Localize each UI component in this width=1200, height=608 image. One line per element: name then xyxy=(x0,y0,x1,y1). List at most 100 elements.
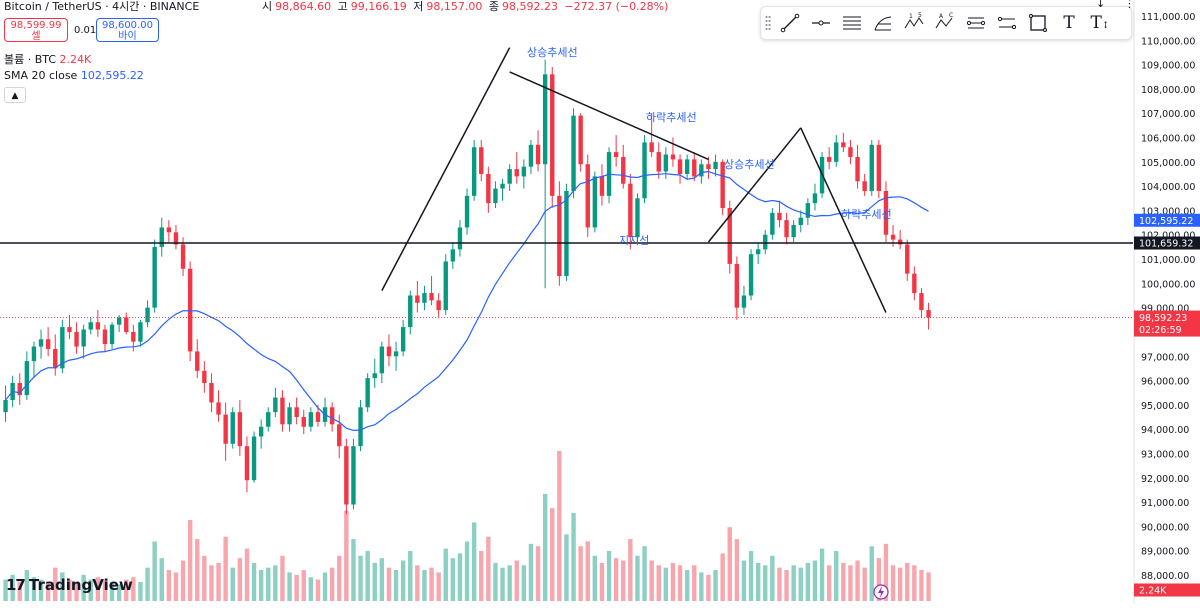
candle xyxy=(770,208,775,240)
downtrend-line-2 xyxy=(800,127,887,313)
volume-bar xyxy=(535,546,541,601)
downtrend-label-1: 하락추세선 xyxy=(646,110,697,124)
collapse-legend-button[interactable]: ▲ xyxy=(4,87,26,103)
candle xyxy=(415,280,420,313)
long-position-tool[interactable] xyxy=(963,10,989,36)
candle-body xyxy=(748,254,754,296)
candle-body xyxy=(734,263,740,308)
candle-body xyxy=(585,164,590,228)
candle-body xyxy=(38,339,44,347)
candle-body xyxy=(408,295,413,328)
volume-bar xyxy=(400,560,406,601)
price-tick-label: 103,000.00 xyxy=(1141,206,1195,217)
candle xyxy=(3,385,8,422)
volume-bar xyxy=(479,551,484,601)
text-note-tool[interactable]: T↕ xyxy=(1087,10,1113,36)
volume-bar xyxy=(812,560,818,601)
candle-body xyxy=(784,220,789,238)
candle xyxy=(628,173,633,250)
candle-body xyxy=(557,195,562,277)
lightning-icon xyxy=(873,584,889,600)
fib-tool[interactable] xyxy=(870,10,896,36)
volume-bar xyxy=(124,579,129,601)
sma-price-badge: 102,595.22 xyxy=(1134,213,1200,227)
volume-bar xyxy=(592,555,598,601)
trend-line-tool[interactable] xyxy=(777,10,803,36)
volume-bar xyxy=(81,574,86,601)
volume-bar xyxy=(897,567,903,601)
candle xyxy=(699,159,704,184)
sell-button[interactable]: 98,599.99 셀 xyxy=(4,18,68,42)
volume-bar xyxy=(805,562,811,601)
candle-body xyxy=(180,244,186,269)
candle xyxy=(301,409,306,435)
candle-body xyxy=(45,339,51,349)
open-label: 시 xyxy=(262,0,273,13)
more-icon[interactable]: ⋮ xyxy=(1124,0,1135,10)
arrow-down-icon[interactable]: ↓ xyxy=(1096,0,1106,10)
candle-body xyxy=(699,164,704,177)
symbol-title[interactable]: Bitcoin / TetherUS · 4시간 · BINANCE xyxy=(4,0,200,13)
candle xyxy=(656,142,661,179)
volume-bar xyxy=(53,567,58,601)
candle-body xyxy=(393,351,399,357)
volume-bar xyxy=(145,567,150,601)
candle xyxy=(464,188,470,235)
candle xyxy=(280,390,285,432)
rectangle-tool[interactable] xyxy=(1025,10,1051,36)
candle xyxy=(713,154,718,177)
volume-bar xyxy=(3,579,8,601)
candle-body xyxy=(876,144,882,191)
volume-bar xyxy=(251,562,257,601)
sma-indicator-legend[interactable]: SMA 20 close 102,595.22 xyxy=(4,69,144,82)
drag-handle-icon[interactable] xyxy=(765,15,771,31)
volume-bar xyxy=(280,555,285,601)
candle xyxy=(755,242,761,264)
candle xyxy=(38,329,44,359)
volume-bar xyxy=(613,558,619,601)
candle-body xyxy=(692,159,697,177)
candle xyxy=(542,59,548,289)
horizontal-ray-tool[interactable] xyxy=(808,10,834,36)
candle-body xyxy=(507,169,512,184)
volume-bar xyxy=(692,565,697,601)
high-value: 99,166.19 xyxy=(350,0,407,13)
volume-indicator-legend[interactable]: 볼륨 · BTC 2.24K xyxy=(4,51,91,67)
candle-body xyxy=(379,346,385,374)
candle-body xyxy=(670,154,676,160)
text-tool[interactable]: T xyxy=(1056,10,1082,36)
candle xyxy=(720,159,725,216)
candle-body xyxy=(834,142,839,162)
candle-body xyxy=(358,407,363,447)
candle-body xyxy=(443,261,448,311)
volume-bar xyxy=(223,536,228,601)
volume-bar xyxy=(67,579,72,601)
volume-bar xyxy=(727,527,732,601)
candle-body xyxy=(187,268,193,352)
buy-button[interactable]: 98,600.00 바이 xyxy=(96,18,159,42)
price-tick-label: 93,000.00 xyxy=(1141,449,1189,460)
price-tick-label: 90,000.00 xyxy=(1141,522,1189,533)
candle-body xyxy=(116,317,122,325)
volume-bar xyxy=(770,555,775,601)
candle xyxy=(479,139,484,182)
parallel-channel-tool[interactable] xyxy=(839,10,865,36)
volume-bar xyxy=(528,543,534,601)
volume-bar xyxy=(507,565,512,601)
candle-body xyxy=(628,183,633,238)
date-range-tool[interactable] xyxy=(994,10,1020,36)
candle-body xyxy=(713,161,718,170)
price-tick-label: 110,000.00 xyxy=(1141,36,1195,47)
candle xyxy=(862,173,867,196)
volume-bar xyxy=(763,565,768,601)
volume-bar xyxy=(670,562,676,601)
candle-body xyxy=(677,159,683,174)
volume-bar xyxy=(706,574,711,601)
candle-body xyxy=(400,327,406,352)
